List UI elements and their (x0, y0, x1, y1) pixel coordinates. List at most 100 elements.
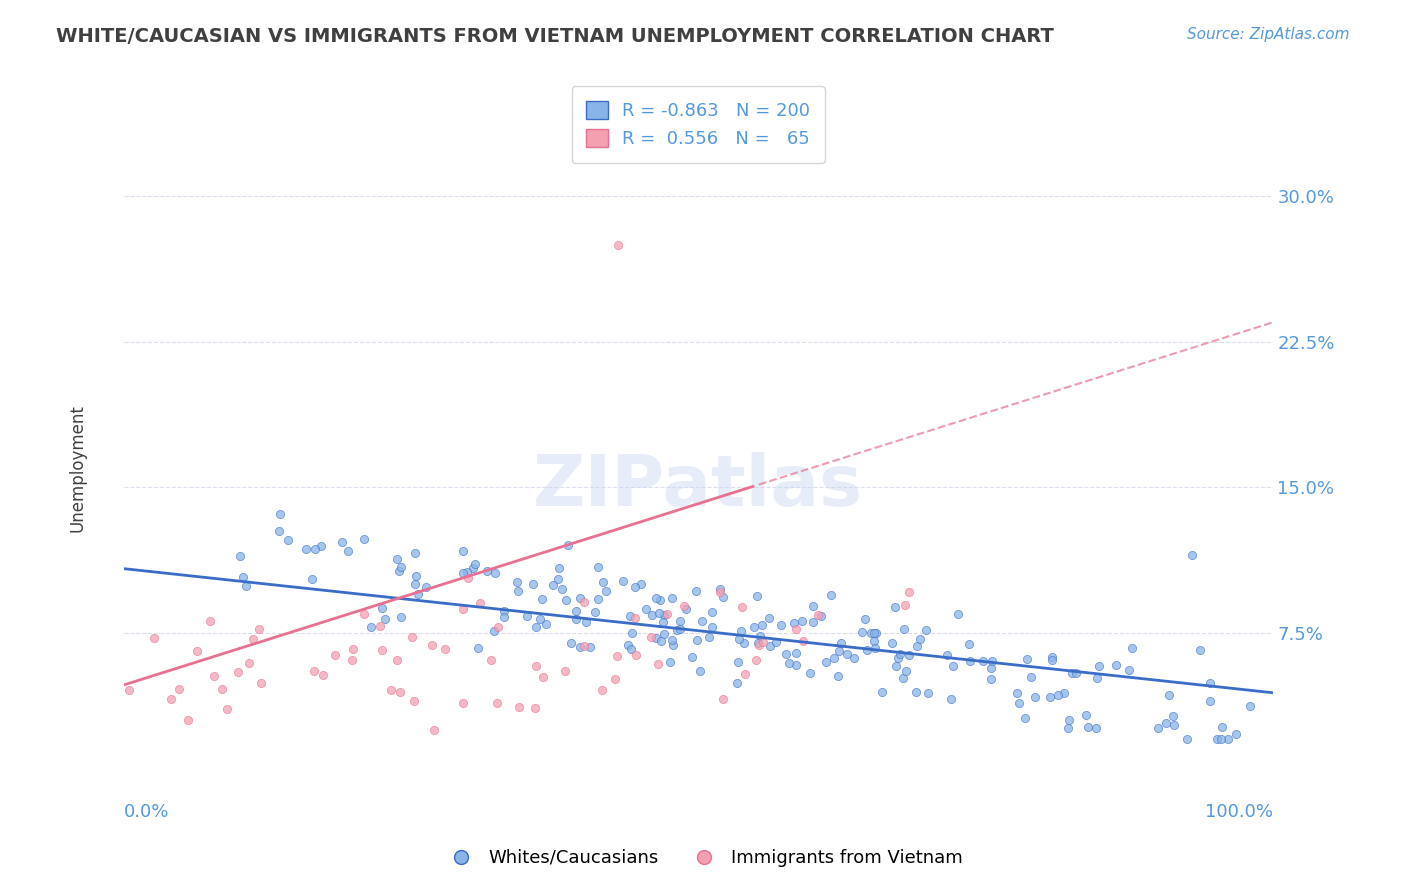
Point (1163, 717, 1185, 731)
Point (186, 643, 208, 657)
Point (894, 664, 917, 678)
Point (312, 667, 335, 681)
Point (891, 671, 914, 685)
Point (568, 591, 591, 605)
Point (727, 655, 749, 669)
Point (624, 648, 647, 662)
Point (887, 650, 910, 665)
Point (759, 639, 782, 653)
Point (250, 676, 273, 690)
Point (640, 630, 662, 644)
Point (1225, 727, 1247, 741)
Point (586, 560, 609, 574)
Point (790, 614, 813, 628)
Point (370, 601, 392, 615)
Point (1008, 697, 1031, 711)
Point (685, 583, 707, 598)
Point (467, 640, 489, 655)
Point (883, 600, 905, 615)
Point (524, 701, 547, 715)
Point (461, 560, 484, 574)
Point (388, 564, 411, 578)
Point (389, 684, 412, 698)
Point (917, 686, 939, 700)
Point (1198, 694, 1220, 708)
Point (1057, 713, 1080, 727)
Point (405, 569, 427, 583)
Point (734, 667, 756, 681)
Point (198, 614, 221, 628)
Point (464, 557, 486, 571)
Point (898, 648, 921, 662)
Text: 0.0%: 0.0% (124, 803, 169, 821)
Point (167, 681, 190, 696)
Point (238, 657, 260, 671)
Point (748, 638, 770, 652)
Point (385, 551, 408, 566)
Point (747, 589, 769, 603)
Point (481, 653, 503, 667)
Point (1085, 671, 1108, 685)
Point (621, 626, 644, 640)
Point (659, 655, 682, 669)
Point (1014, 711, 1036, 725)
Point (1064, 666, 1087, 681)
Point (709, 584, 731, 599)
Point (651, 615, 673, 629)
Point (728, 632, 751, 647)
Point (247, 622, 270, 636)
Point (142, 631, 165, 645)
Point (547, 572, 569, 586)
Point (389, 559, 412, 574)
Point (889, 647, 911, 661)
Point (1047, 688, 1070, 702)
Point (451, 602, 474, 616)
Point (733, 636, 755, 650)
Point (725, 676, 748, 690)
Point (672, 599, 695, 613)
Point (1053, 686, 1076, 700)
Point (898, 584, 921, 599)
Point (451, 696, 474, 710)
Point (592, 575, 614, 590)
Point (785, 622, 807, 636)
Point (586, 591, 609, 606)
Point (475, 564, 498, 578)
Legend: Whites/Caucasians, Immigrants from Vietnam: Whites/Caucasians, Immigrants from Vietn… (436, 842, 970, 874)
Point (942, 659, 965, 673)
Point (583, 605, 606, 619)
Point (575, 615, 598, 629)
Point (765, 635, 787, 649)
Point (669, 614, 692, 628)
Point (1017, 652, 1039, 666)
Point (661, 632, 683, 647)
Point (232, 570, 254, 584)
Point (882, 636, 904, 650)
Point (884, 659, 907, 673)
Point (612, 574, 634, 589)
Point (810, 609, 832, 624)
Point (731, 599, 754, 614)
Point (1175, 732, 1198, 747)
Point (402, 694, 425, 708)
Point (711, 692, 734, 706)
Point (228, 549, 250, 564)
Point (1239, 698, 1261, 713)
Point (389, 610, 412, 624)
Point (485, 696, 508, 710)
Point (647, 606, 669, 620)
Point (579, 640, 602, 654)
Point (647, 657, 669, 671)
Point (665, 624, 688, 638)
Point (769, 618, 792, 632)
Point (893, 599, 915, 613)
Point (981, 654, 1004, 668)
Point (118, 682, 141, 697)
Point (700, 605, 723, 619)
Point (1211, 720, 1233, 734)
Point (859, 625, 882, 640)
Point (456, 565, 478, 579)
Point (820, 588, 842, 602)
Point (785, 646, 807, 660)
Point (1088, 659, 1111, 673)
